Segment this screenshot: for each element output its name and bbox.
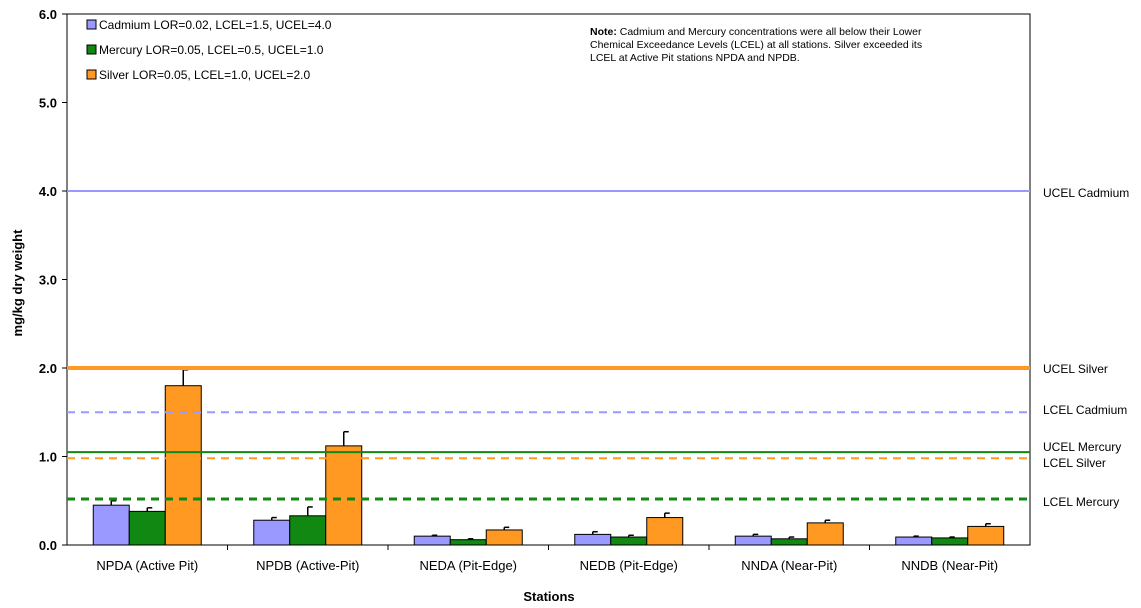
note-line-2: LCEL at Active Pit stations NPDA and NPD… [590, 52, 800, 64]
legend-swatch [86, 69, 97, 80]
x-category-label: NNDA (Near-Pit) [741, 558, 837, 573]
note-bold: Note: [590, 26, 617, 38]
legend-entry: Cadmium LOR=0.02, LCEL=1.5, UCEL=4.0 [99, 18, 332, 32]
x-category-label: NEDB (Pit-Edge) [580, 558, 678, 573]
bar [485, 529, 523, 546]
x-axis-title: Stations [523, 589, 574, 604]
reference-line-label: UCEL Cadmium [1043, 186, 1129, 200]
bar [128, 510, 166, 546]
reference-line-label: LCEL Silver [1043, 456, 1106, 470]
legend-entry: Silver LOR=0.05, LCEL=1.0, UCEL=2.0 [99, 68, 310, 82]
y-tick-label: 2.0 [39, 361, 57, 376]
reference-line-label: UCEL Mercury [1043, 440, 1121, 454]
bar [253, 519, 291, 546]
y-tick-label: 5.0 [39, 96, 57, 111]
y-tick-label: 0.0 [39, 538, 57, 553]
x-category-label: NEDA (Pit-Edge) [419, 558, 517, 573]
note-line-0: Cadmium and Mercury concentrations were … [617, 26, 922, 38]
legend-entry: Mercury LOR=0.05, LCEL=0.5, UCEL=1.0 [99, 43, 324, 57]
bar [770, 538, 808, 546]
bar [610, 536, 648, 546]
bar [325, 445, 363, 546]
bar [931, 537, 969, 546]
y-tick-label: 6.0 [39, 7, 57, 22]
x-category-label: NPDA (Active Pit) [96, 558, 198, 573]
bar [289, 515, 327, 546]
reference-line-label: LCEL Mercury [1043, 495, 1119, 509]
bar [967, 525, 1005, 546]
bar [449, 539, 487, 546]
legend: Cadmium LOR=0.02, LCEL=1.5, UCEL=4.0 Merc… [86, 18, 332, 82]
bar [895, 536, 933, 546]
bar [734, 535, 772, 546]
legend-swatch [86, 19, 97, 30]
bar [413, 535, 451, 546]
reference-line-label: UCEL Silver [1043, 362, 1108, 376]
y-axis-title: mg/kg dry weight [10, 229, 25, 337]
note-annotation: Note: Cadmium and Mercury concentrations… [590, 26, 925, 64]
bar [164, 385, 202, 546]
y-tick-label: 1.0 [39, 450, 57, 465]
bar [574, 533, 612, 546]
y-tick-label: 3.0 [39, 273, 57, 288]
plot-border [66, 13, 1031, 546]
reference-line-label: LCEL Cadmium [1043, 403, 1127, 417]
y-tick-label: 4.0 [39, 184, 57, 199]
bar [806, 522, 844, 546]
plot-area: 0.0 1.0 2.0 3.0 4.0 5.0 6.0 NPDA (Active Pit) NP… [39, 7, 1031, 573]
x-category-label: NPDB (Active-Pit) [256, 558, 359, 573]
legend-swatch [86, 44, 97, 55]
bar [92, 504, 130, 546]
x-category-label: NNDB (Near-Pit) [901, 558, 998, 573]
bar [646, 517, 684, 546]
note-line-1: Chemical Exceedance Levels (LCEL) at all… [590, 39, 922, 51]
